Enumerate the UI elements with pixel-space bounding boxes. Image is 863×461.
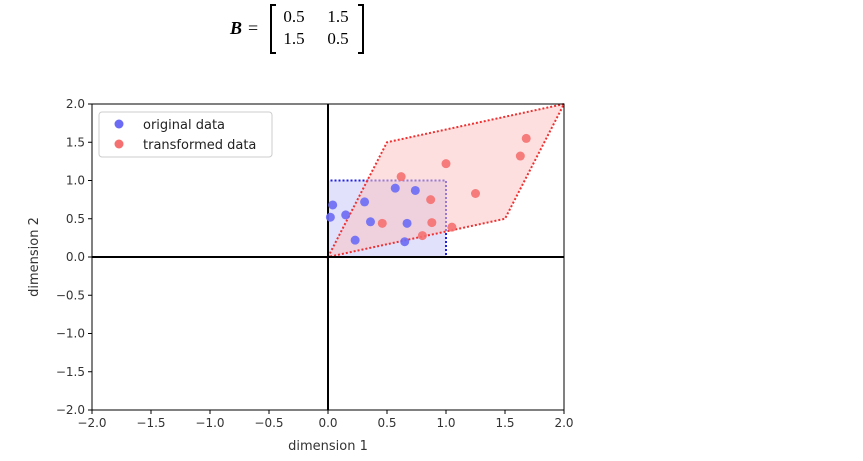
original-data-point	[365, 217, 375, 227]
region-transformed-square	[326, 102, 566, 259]
matrix-brackets: 0.5 1.5 1.5 0.5	[270, 4, 364, 54]
transformed-data-point	[417, 231, 427, 241]
matrix-cell: 0.5	[283, 7, 305, 26]
transformed-data-point	[427, 218, 437, 228]
y-tick-label: −2.0	[56, 403, 85, 417]
original-data-point	[325, 212, 335, 222]
original-data-point	[350, 235, 360, 245]
transformed-data-point	[396, 172, 406, 182]
transformed-data-point	[441, 159, 451, 169]
y-tick-label: 0.0	[66, 250, 85, 264]
x-tick-label: 0.5	[377, 416, 396, 430]
original-data-point	[341, 210, 351, 220]
transformed-data-point	[515, 151, 525, 161]
transformed-data-point	[377, 218, 387, 228]
x-tick-label: 0.0	[318, 416, 337, 430]
x-tick-label: −2.0	[77, 416, 106, 430]
transformed-data-point	[471, 189, 480, 199]
x-tick-label: 2.0	[554, 416, 573, 430]
y-tick-label: 0.5	[66, 212, 85, 226]
y-tick-label: −0.5	[56, 288, 85, 302]
matrix-symbol: B	[230, 18, 243, 38]
y-tick-label: 1.5	[66, 135, 85, 149]
regions-layer	[326, 102, 566, 259]
x-axis-label: dimension 1	[288, 439, 368, 454]
original-data-point	[402, 218, 412, 228]
x-tick-label: −1.5	[136, 416, 165, 430]
transformed-data-point	[426, 195, 436, 205]
y-tick-label: 1.0	[66, 174, 85, 188]
legend-label-original: original data	[143, 118, 225, 133]
legend-frame	[98, 111, 273, 158]
points-layer	[325, 133, 531, 247]
y-tick-label: 2.0	[66, 97, 85, 111]
legend: original data transformed data	[98, 111, 273, 158]
legend-marker-transformed	[114, 139, 124, 149]
matrix-cell: 1.5	[283, 29, 305, 48]
equals-sign: =	[248, 18, 259, 38]
y-tick-label: −1.5	[56, 365, 85, 379]
y-tick-label: −1.0	[56, 327, 85, 341]
x-tick-label: −1.0	[195, 416, 224, 430]
original-data-point	[400, 237, 410, 247]
original-data-point	[410, 185, 420, 195]
ticks-layer: −2.0 −1.5 −1.0 −0.5 0.0 0.5 1.0 1.5 2.0 −2.0 −1.5 −…	[56, 97, 574, 430]
y-axis-label: dimension 2	[27, 217, 42, 297]
x-tick-label: 1.5	[495, 416, 514, 430]
transformed-data-point	[447, 222, 457, 232]
legend-label-transformed: transformed data	[143, 138, 256, 153]
legend-marker-original	[114, 119, 124, 129]
x-tick-label: −0.5	[254, 416, 283, 430]
original-data-point	[390, 183, 400, 193]
original-data-point	[328, 200, 338, 210]
matrix-cell: 0.5	[327, 29, 349, 48]
transformed-data-point	[521, 133, 531, 143]
matrix-cell: 1.5	[327, 7, 349, 26]
original-data-point	[360, 197, 370, 207]
x-tick-label: 1.0	[436, 416, 455, 430]
